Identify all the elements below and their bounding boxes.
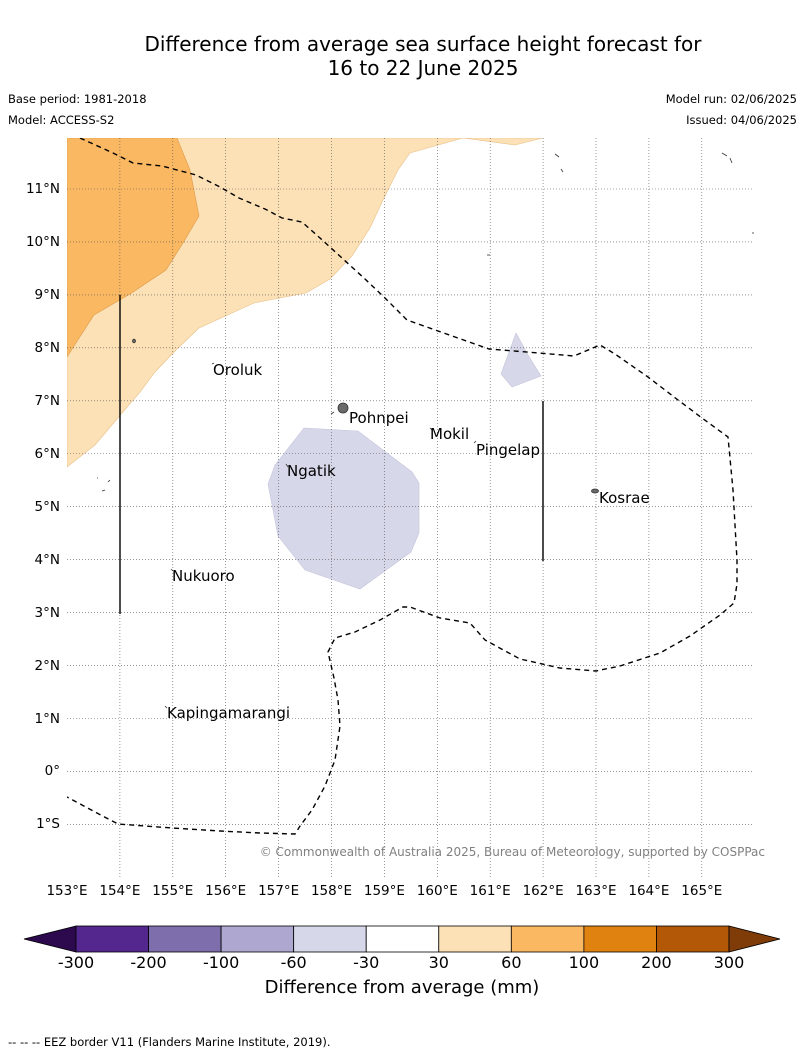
latitude-label: 6°N	[34, 445, 60, 462]
model-name: Model: ACCESS-S2	[8, 113, 115, 127]
longitude-label: 153°E	[46, 883, 88, 899]
place-kapingamarangi: Kapingamarangi	[167, 704, 291, 722]
colorbar-segment	[220, 925, 295, 953]
colorbar-segment	[293, 925, 367, 953]
longitude-label: 157°E	[258, 883, 300, 899]
latitude-label: 1°S	[36, 816, 60, 833]
colorbar-segment	[583, 925, 657, 953]
colorbar-tick-label: 300	[713, 953, 745, 972]
latitude-label: 3°N	[34, 604, 60, 621]
latitude-label: 4°N	[34, 551, 60, 568]
latitude-label: 0°	[44, 763, 60, 780]
anomaly-neg-region-pingelap	[500, 332, 542, 388]
eez-footnote: -- -- -- EEZ border V11 (Flanders Marine…	[8, 1035, 331, 1049]
place-nukuoro: Nukuoro	[172, 567, 235, 585]
gridlines	[67, 138, 754, 878]
reef-pingelap	[473, 440, 477, 444]
latitude-label: 11°N	[25, 181, 60, 197]
colorbar-tick-label: -60	[280, 953, 307, 972]
reef-mokil	[429, 427, 433, 431]
colorbar-segment	[510, 925, 585, 953]
reef-ngatik	[285, 463, 289, 468]
latitude-label: 5°N	[34, 498, 60, 515]
latitude-label: 8°N	[34, 339, 60, 356]
colorbar-segment	[438, 925, 512, 953]
longitude-label: 164°E	[628, 883, 670, 899]
longitude-label: 165°E	[681, 883, 723, 899]
base-period: Base period: 1981-2018	[8, 92, 147, 106]
title-line-2: 16 to 22 June 2025	[327, 56, 519, 80]
island-kosrae	[591, 488, 599, 494]
longitude-label: 156°E	[205, 883, 247, 899]
islands	[97, 152, 754, 709]
atoll-north-b	[721, 152, 733, 164]
longitude-label: 159°E	[363, 883, 405, 899]
place-ngatik: Ngatik	[287, 462, 336, 480]
colorbar-tick-label: 60	[501, 953, 522, 972]
longitude-label: 155°E	[152, 883, 194, 899]
reef-oroluk	[211, 362, 215, 365]
latitude-label: 7°N	[34, 392, 60, 409]
colorbar-segment	[148, 925, 222, 953]
place-pingelap: Pingelap	[476, 441, 541, 459]
place-kosrae: Kosrae	[599, 489, 650, 507]
colorbar-tick-label: -200	[130, 953, 167, 972]
copyright-note: © Commonwealth of Australia 2025, Bureau…	[259, 845, 765, 859]
colorbar-segment	[75, 925, 149, 953]
anomaly-neg-region-ngatik	[267, 427, 420, 590]
atoll-west-a	[97, 477, 111, 492]
colorbar-extend-low	[23, 925, 77, 953]
colorbar-tick-label: -300	[57, 953, 95, 972]
colorbar-extend-high	[728, 925, 781, 953]
colorbar-segment	[365, 925, 440, 953]
reef-nukuoro	[170, 568, 174, 572]
longitude-label: 154°E	[99, 883, 141, 899]
colorbar-tick-label: 30	[428, 953, 449, 972]
atoll-north-a	[554, 153, 564, 173]
colorbar-segment	[656, 925, 730, 953]
place-pohnpei: Pohnpei	[349, 409, 409, 427]
longitude-label: 160°E	[416, 883, 458, 899]
latitude-label: 10°N	[25, 233, 60, 250]
issued-date: Issued: 04/06/2025	[686, 113, 797, 127]
title-line-1: Difference from average sea surface heig…	[144, 32, 702, 56]
longitude-label: 162°E	[522, 883, 564, 899]
reef-pohnpei-west	[330, 411, 335, 415]
longitude-label: 163°E	[575, 883, 617, 899]
latitude-label: 1°N	[34, 710, 60, 727]
colorbar-title: Difference from average (mm)	[264, 977, 540, 998]
anomaly-60-100-region	[67, 138, 200, 358]
map-panel	[67, 138, 754, 878]
place-oroluk: Oroluk	[213, 361, 263, 379]
longitude-label: 158°E	[310, 883, 353, 899]
place-mokil: Mokil	[430, 425, 470, 443]
colorbar-tick-label: -100	[202, 953, 240, 972]
island-pohnpei	[337, 402, 349, 414]
eez-border	[67, 138, 738, 835]
model-run: Model run: 02/06/2025	[665, 92, 797, 106]
latitude-label: 9°N	[34, 286, 60, 303]
colorbar	[23, 925, 781, 953]
colorbar-tick-label: 200	[641, 953, 672, 972]
colorbar-tick-label: 100	[568, 953, 600, 972]
latitude-label: 2°N	[34, 657, 60, 674]
colorbar-tick-label: -30	[353, 953, 380, 972]
reef-kapinga	[164, 705, 168, 709]
island-small-west	[132, 338, 136, 344]
map-title: Difference from average sea surface heig…	[0, 32, 804, 80]
longitude-label: 161°E	[469, 883, 511, 899]
